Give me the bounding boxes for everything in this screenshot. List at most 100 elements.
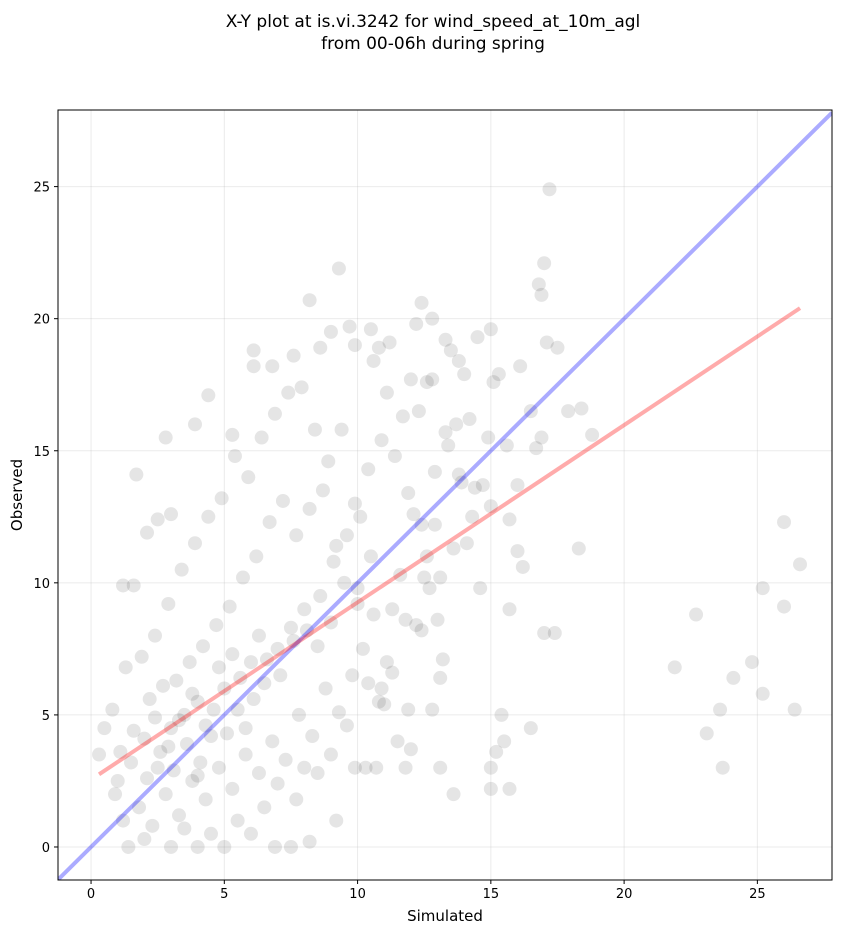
scatter-point — [430, 612, 445, 627]
scatter-point — [550, 340, 565, 355]
scatter-point — [217, 681, 232, 696]
scatter-point — [667, 660, 682, 675]
scatter-point — [510, 544, 525, 559]
scatter-point — [132, 800, 147, 815]
y-tick-label: 15 — [33, 445, 50, 460]
scatter-point — [793, 557, 808, 572]
scatter-point — [118, 660, 133, 675]
scatter-point — [366, 607, 381, 622]
scatter-point — [502, 512, 517, 527]
scatter-point — [427, 517, 442, 532]
scatter-point — [201, 388, 216, 403]
scatter-point — [435, 652, 450, 667]
scatter-point — [105, 702, 120, 717]
scatter-point — [433, 760, 448, 775]
scatter-point — [483, 499, 498, 514]
scatter-point — [358, 760, 373, 775]
scatter-point — [523, 721, 538, 736]
scatter-point — [371, 694, 386, 709]
scatter-point — [441, 438, 456, 453]
scatter-point — [574, 401, 589, 416]
scatter-point — [513, 359, 528, 374]
y-tick-label: 20 — [33, 313, 50, 328]
scatter-point — [755, 686, 770, 701]
scatter-point — [246, 359, 261, 374]
scatter-point — [294, 380, 309, 395]
scatter-point — [777, 599, 792, 614]
y-tick-label: 5 — [42, 709, 50, 724]
scatter-point — [246, 692, 261, 707]
scatter-point — [219, 726, 234, 741]
scatter-point — [403, 372, 418, 387]
x-tick-label: 15 — [483, 887, 500, 902]
scatter-point — [777, 515, 792, 530]
scatter-point — [414, 517, 429, 532]
scatter-point — [499, 438, 514, 453]
scatter-point — [211, 760, 226, 775]
scatter-point — [187, 536, 202, 551]
scatter-point — [227, 449, 242, 464]
scatter-point — [363, 322, 378, 337]
scatter-point — [451, 467, 466, 482]
scatter-point — [126, 723, 141, 738]
scatter-point — [190, 839, 205, 854]
scatter-point — [542, 182, 557, 197]
scatter-point — [425, 702, 440, 717]
scatter-point — [310, 639, 325, 654]
scatter-point — [411, 404, 426, 419]
scatter-point — [198, 792, 213, 807]
scatter-point — [177, 821, 192, 836]
scatter-point — [523, 404, 538, 419]
scatter-point — [377, 697, 392, 712]
scatter-point — [374, 681, 389, 696]
scatter-point — [134, 649, 149, 664]
scatter-point — [297, 602, 312, 617]
scatter-point — [726, 670, 741, 685]
scatter-point — [251, 628, 266, 643]
scatter-point — [92, 747, 107, 762]
scatter-point — [323, 615, 338, 630]
scatter-point — [156, 678, 171, 693]
scatter-point — [305, 729, 320, 744]
scatter-point — [443, 343, 458, 358]
scatter-point — [331, 705, 346, 720]
scatter-point — [185, 773, 200, 788]
scatter-point — [489, 744, 504, 759]
scatter-point — [446, 787, 461, 802]
scatter-point — [214, 491, 229, 506]
scatter-point — [425, 311, 440, 326]
scatter-point — [483, 760, 498, 775]
scatter-point — [222, 599, 237, 614]
scatter-point — [398, 760, 413, 775]
scatter-point — [379, 655, 394, 670]
scatter-point — [534, 430, 549, 445]
scatter-point — [142, 692, 157, 707]
scatter-point — [225, 647, 240, 662]
scatter-point — [291, 707, 306, 722]
x-tick-label: 10 — [349, 887, 366, 902]
scatter-point — [326, 554, 341, 569]
scatter-point — [422, 581, 437, 596]
scatter-point — [230, 702, 245, 717]
scatter-point — [502, 602, 517, 617]
x-tick-label: 20 — [616, 887, 633, 902]
scatter-point — [491, 367, 506, 382]
scatter-point — [494, 707, 509, 722]
scatter-point — [486, 375, 501, 390]
scatter-point — [243, 826, 258, 841]
scatter-point — [689, 607, 704, 622]
scatter-point — [465, 509, 480, 524]
scatter-point — [369, 760, 384, 775]
scatter-point — [379, 385, 394, 400]
scatter-point — [257, 800, 272, 815]
scatter-point — [745, 655, 760, 670]
scatter-point — [307, 422, 322, 437]
scatter-point — [459, 536, 474, 551]
scatter-point — [433, 670, 448, 685]
scatter-point — [137, 731, 152, 746]
y-axis-label: Observed — [8, 459, 26, 531]
scatter-point — [371, 340, 386, 355]
scatter-point — [302, 834, 317, 849]
scatter-point — [198, 718, 213, 733]
